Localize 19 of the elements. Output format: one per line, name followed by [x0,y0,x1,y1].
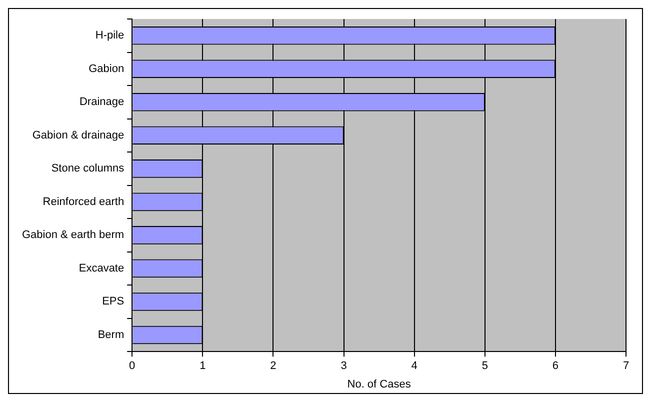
y-tick-label: Gabion & drainage [32,129,124,142]
y-tick-label: Reinforced earth [42,196,124,208]
y-tick-label: Berm [98,329,124,341]
x-tick-label: 4 [411,360,418,372]
x-tick-label: 1 [200,360,206,372]
y-tick-label: Gabion [88,62,124,75]
x-axis-title: No. of Cases [347,378,412,390]
x-tick-label: 5 [482,360,488,372]
x-tick-label: 7 [622,360,630,372]
y-tick-label: H-pile [95,30,124,42]
x-tick-label: 2 [270,360,276,372]
y-tick-label: Gabion & earth berm [22,229,124,242]
x-tick-label: 6 [552,360,559,372]
y-tick-label: Drainage [79,96,124,108]
y-tick-label: Stone columns [51,162,125,175]
y-tick-label: Excavate [78,262,124,274]
x-tick-label: 3 [340,360,347,372]
x-tick-label: 0 [129,360,136,372]
y-tick-label: EPS [102,296,124,308]
